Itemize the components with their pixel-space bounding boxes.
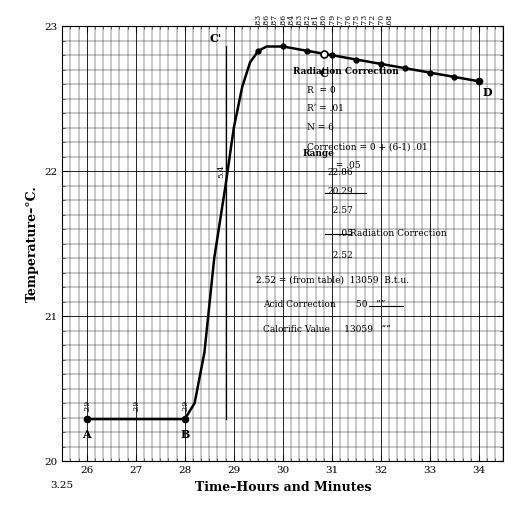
Text: 2.57: 2.57 xyxy=(327,206,353,215)
Text: A: A xyxy=(83,429,91,440)
Text: Radiation Correction: Radiation Correction xyxy=(293,67,399,76)
Text: .84: .84 xyxy=(287,14,295,26)
Text: .77: .77 xyxy=(336,14,344,26)
Text: .80: .80 xyxy=(320,14,327,26)
Text: .79: .79 xyxy=(328,14,336,26)
Text: 22.86: 22.86 xyxy=(327,168,352,177)
Text: .68: .68 xyxy=(385,14,393,26)
Text: .83: .83 xyxy=(295,14,303,26)
X-axis label: Time–Hours and Minutes: Time–Hours and Minutes xyxy=(195,481,371,494)
Text: .83: .83 xyxy=(254,14,262,26)
Y-axis label: Temperature–°C.: Temperature–°C. xyxy=(25,185,38,302)
Text: 3.25: 3.25 xyxy=(51,481,74,489)
Text: B: B xyxy=(180,429,189,440)
Text: .29: .29 xyxy=(181,400,189,412)
Text: .05: .05 xyxy=(327,228,353,237)
Text: R  = 0: R = 0 xyxy=(307,85,336,95)
Text: .29: .29 xyxy=(83,400,91,412)
Text: N = 6: N = 6 xyxy=(307,123,334,133)
Text: Rʹ = .01: Rʹ = .01 xyxy=(307,104,344,114)
Text: .76: .76 xyxy=(344,14,352,26)
Text: .73: .73 xyxy=(361,14,368,26)
Text: C: C xyxy=(319,68,328,79)
Text: .72: .72 xyxy=(368,14,377,26)
Text: = .05: = .05 xyxy=(307,161,361,170)
Text: .86: .86 xyxy=(263,14,271,26)
Text: 5.4: 5.4 xyxy=(217,165,226,178)
Text: .87: .87 xyxy=(270,14,279,26)
Text: .86: .86 xyxy=(279,14,287,26)
Text: Calorific Value     13059   ””: Calorific Value 13059 ”” xyxy=(263,324,391,334)
Text: C': C' xyxy=(210,32,222,43)
Text: Correction = 0 + (6-1) .01: Correction = 0 + (6-1) .01 xyxy=(307,142,428,151)
Text: D: D xyxy=(482,87,492,98)
Text: .29: .29 xyxy=(132,400,140,412)
Text: 20.29: 20.29 xyxy=(327,187,352,196)
Text: 2.52: 2.52 xyxy=(327,251,353,260)
Text: .81: .81 xyxy=(312,14,320,26)
Text: Radiation Correction: Radiation Correction xyxy=(347,228,446,237)
Text: 2.52 = (from table)  13059  B.t.u.: 2.52 = (from table) 13059 B.t.u. xyxy=(256,276,409,285)
Text: Range: Range xyxy=(303,149,334,158)
Text: Acid Correction       50   ””: Acid Correction 50 ”” xyxy=(263,300,386,309)
Text: .75: .75 xyxy=(352,14,360,26)
Text: .70: .70 xyxy=(377,14,385,26)
Text: .82: .82 xyxy=(304,14,311,26)
